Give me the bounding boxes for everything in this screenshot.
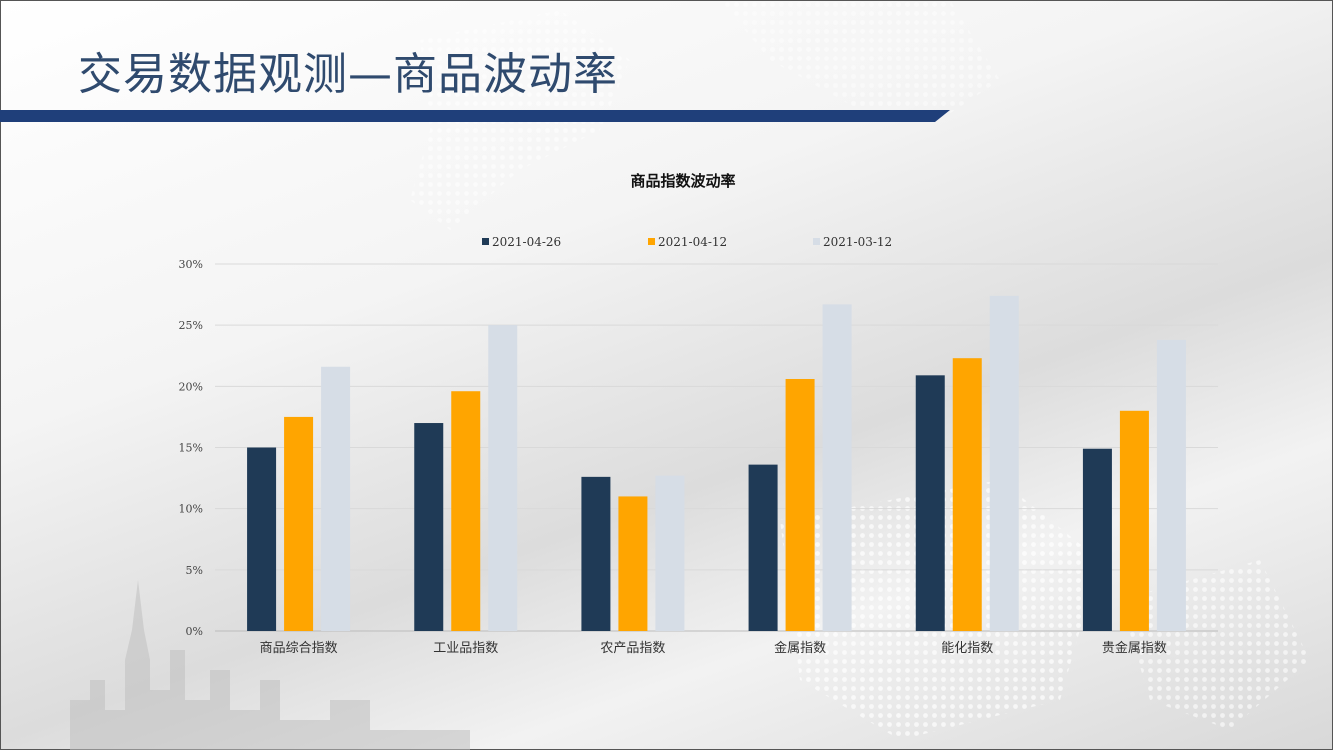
- legend: 2021-04-26 2021-04-12 2021-03-12: [482, 235, 892, 249]
- grid-lines: [215, 263, 1218, 632]
- bar-1: [1082, 448, 1112, 631]
- legend-swatch: [813, 238, 820, 245]
- bar-2: [284, 416, 314, 631]
- bar-1: [414, 423, 444, 631]
- bar-3: [822, 304, 852, 631]
- bar-2: [1119, 410, 1149, 631]
- bar-2: [618, 496, 648, 631]
- bar-2: [451, 391, 481, 631]
- chart-title: 商品指数波动率: [630, 172, 735, 190]
- y-tick-label: 15%: [179, 442, 203, 455]
- legend-swatch: [648, 238, 655, 245]
- bar-1: [748, 464, 778, 631]
- bar-1: [915, 375, 945, 631]
- bar-3: [989, 295, 1019, 631]
- x-category-label: 贵金属指数: [1102, 640, 1167, 656]
- x-axis-labels: 商品综合指数 工业品指数 农产品指数 金属指数 能化指数 贵金属指数: [260, 640, 1167, 656]
- y-tick-label: 5%: [186, 564, 203, 577]
- bars: [247, 295, 1186, 631]
- x-category-label: 商品综合指数: [260, 641, 338, 656]
- legend-label: 2021-04-26: [492, 235, 561, 249]
- bar-2: [952, 358, 982, 631]
- y-tick-label: 0%: [186, 625, 203, 638]
- bar-2: [785, 378, 815, 631]
- bar-3: [1156, 339, 1186, 631]
- x-category-label: 农产品指数: [600, 641, 665, 656]
- x-category-label: 工业品指数: [433, 641, 498, 656]
- legend-swatch: [482, 238, 489, 245]
- x-category-label: 能化指数: [941, 641, 993, 656]
- bar-3: [655, 475, 685, 631]
- y-tick-label: 20%: [179, 380, 203, 393]
- y-axis-ticks: 0% 5% 10% 15% 20% 25% 30%: [179, 258, 203, 638]
- y-tick-label: 30%: [179, 258, 203, 271]
- city-skyline-background: [70, 580, 470, 750]
- bar-1: [247, 447, 277, 631]
- y-tick-label: 25%: [179, 319, 203, 332]
- y-tick-label: 10%: [179, 503, 203, 516]
- legend-label: 2021-03-12: [823, 235, 892, 249]
- bar-1: [581, 476, 611, 631]
- x-category-label: 金属指数: [774, 640, 826, 656]
- bar-3: [321, 366, 351, 631]
- title-accent-bar: [0, 110, 950, 122]
- bar-3: [488, 325, 518, 631]
- legend-label: 2021-04-12: [658, 235, 727, 249]
- page-title: 交易数据观测—商品波动率: [78, 49, 618, 100]
